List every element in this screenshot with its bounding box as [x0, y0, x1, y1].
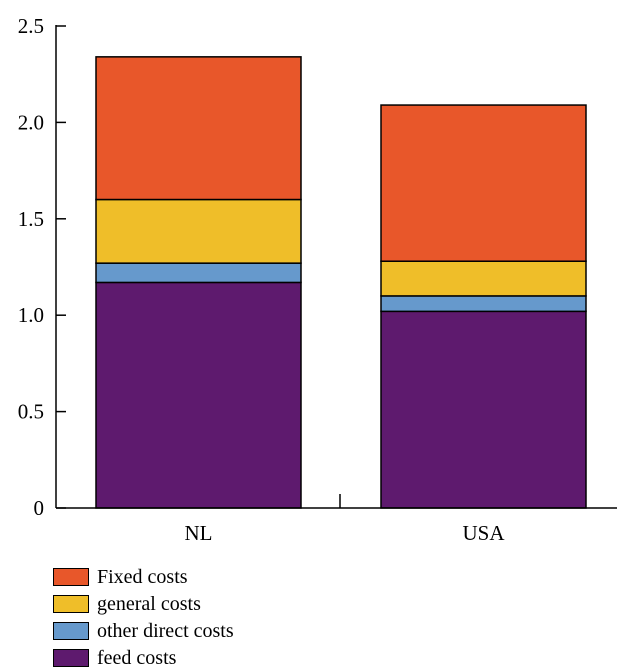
y-tick-label: 0 [34, 496, 45, 520]
bar-nl-other-direct-costs [96, 263, 301, 282]
legend-label: feed costs [97, 648, 176, 668]
y-tick-label: 2.0 [18, 110, 44, 134]
bar-usa-fixed-costs [381, 105, 586, 261]
bar-usa-general-costs [381, 261, 586, 296]
x-tick-label-usa: USA [462, 521, 505, 545]
legend-item: other direct costs [53, 617, 234, 644]
y-tick-label: 0.5 [18, 400, 44, 424]
legend-swatch [53, 622, 89, 640]
legend-label: general costs [97, 594, 201, 614]
legend-item: feed costs [53, 644, 234, 671]
bar-nl-fixed-costs [96, 57, 301, 200]
legend-label: Fixed costs [97, 567, 188, 587]
y-tick-label: 2.5 [18, 14, 44, 38]
y-tick-label: 1.0 [18, 303, 44, 327]
legend-swatch [53, 649, 89, 667]
legend-item: Fixed costs [53, 563, 234, 590]
legend-swatch [53, 595, 89, 613]
legend: Fixed costs general costs other direct cos… [53, 563, 234, 671]
x-tick-label-nl: NL [185, 521, 213, 545]
legend-label: other direct costs [97, 621, 234, 641]
bars-group [96, 57, 586, 508]
y-tick-label: 1.5 [18, 207, 44, 231]
bar-usa-other-direct-costs [381, 296, 586, 311]
legend-swatch [53, 568, 89, 586]
bar-nl-feed-costs [96, 282, 301, 508]
bar-usa-feed-costs [381, 311, 586, 508]
bar-nl-general-costs [96, 200, 301, 264]
legend-item: general costs [53, 590, 234, 617]
